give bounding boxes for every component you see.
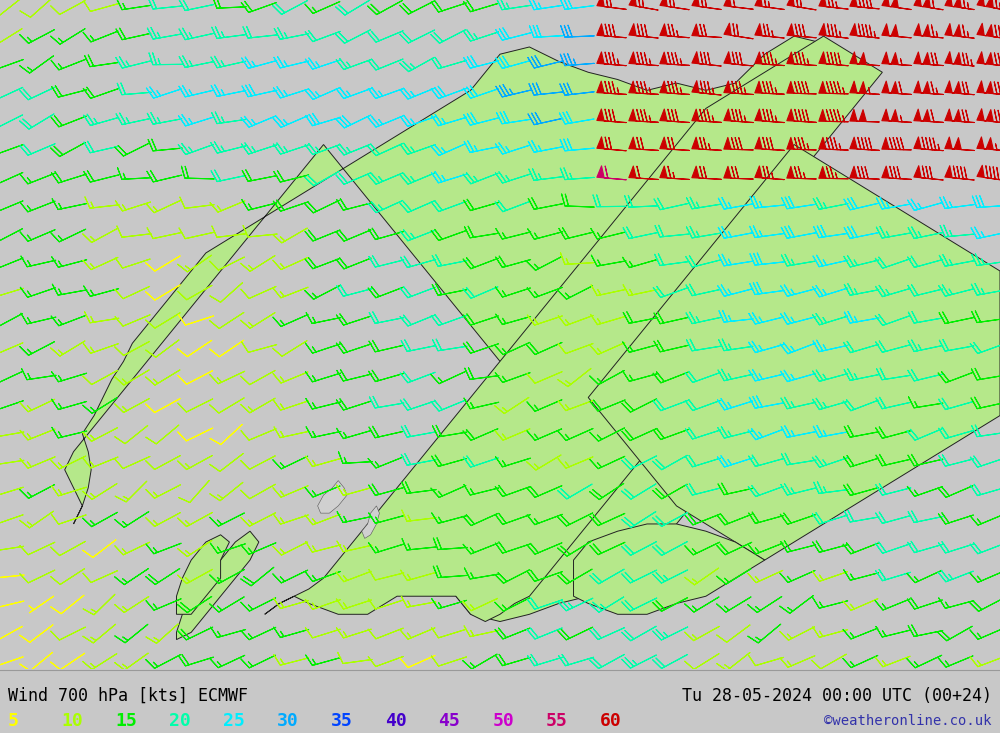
- Text: 20: 20: [169, 712, 191, 730]
- Text: Wind 700 hPa [kts] ECMWF: Wind 700 hPa [kts] ECMWF: [8, 687, 248, 704]
- Text: 35: 35: [331, 712, 353, 730]
- Text: 25: 25: [223, 712, 245, 730]
- Polygon shape: [318, 481, 347, 513]
- Text: 50: 50: [492, 712, 514, 730]
- Text: 40: 40: [385, 712, 406, 730]
- Text: ©weatheronline.co.uk: ©weatheronline.co.uk: [824, 715, 992, 729]
- Text: 15: 15: [116, 712, 137, 730]
- Polygon shape: [65, 36, 824, 622]
- Polygon shape: [588, 144, 1000, 560]
- Text: 5: 5: [8, 712, 19, 730]
- Polygon shape: [176, 535, 229, 614]
- Text: Tu 28-05-2024 00:00 UTC (00+24): Tu 28-05-2024 00:00 UTC (00+24): [682, 687, 992, 704]
- Text: 30: 30: [277, 712, 299, 730]
- Text: 60: 60: [600, 712, 622, 730]
- Text: 45: 45: [439, 712, 460, 730]
- Text: 10: 10: [62, 712, 84, 730]
- Text: 55: 55: [546, 712, 568, 730]
- Polygon shape: [265, 36, 882, 622]
- Polygon shape: [362, 506, 379, 539]
- Polygon shape: [574, 524, 765, 614]
- Polygon shape: [176, 531, 259, 640]
